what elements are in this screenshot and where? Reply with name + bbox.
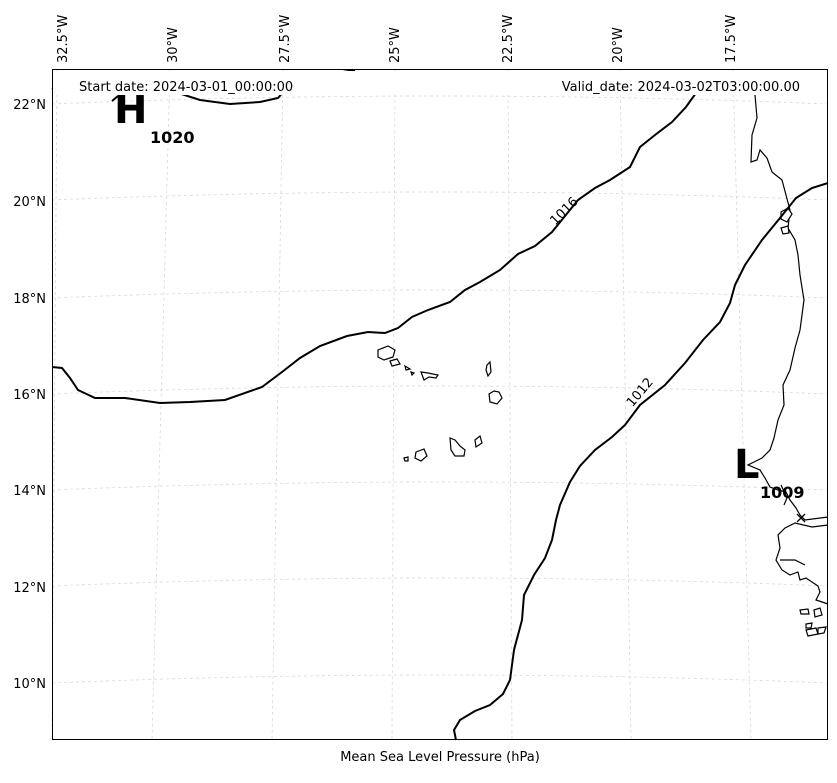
latitude-axis: 22°N 20°N 18°N 16°N 14°N 12°N 10°N <box>13 98 46 692</box>
lon-tick: 30°W <box>166 27 181 63</box>
map-frame <box>52 69 828 740</box>
low-center-marker-icon <box>796 513 806 523</box>
map-caption: Mean Sea Level Pressure (hPa) <box>340 750 540 765</box>
low-pressure-value: 1009 <box>760 483 805 502</box>
africa-coastline <box>746 94 829 637</box>
high-pressure-value: 1020 <box>150 128 195 147</box>
lat-tick: 14°N <box>13 484 46 499</box>
lon-tick: 22.5°W <box>501 15 516 63</box>
lat-tick: 22°N <box>13 98 46 113</box>
header-band <box>53 71 827 95</box>
longitude-axis: 32.5°W 30°W 27.5°W 25°W 22.5°W 20°W 17.5… <box>56 15 739 63</box>
lat-tick: 12°N <box>13 581 46 596</box>
lon-tick: 17.5°W <box>724 15 739 63</box>
valid-date: Valid_date: 2024-03-02T03:00:00.00 <box>562 80 800 95</box>
graticule <box>51 69 829 741</box>
lon-tick: 27.5°W <box>278 15 293 63</box>
lon-tick: 20°W <box>611 27 626 63</box>
lat-tick: 18°N <box>13 292 46 307</box>
start-date: Start date: 2024-03-01_00:00:00 <box>79 80 293 95</box>
isobar-label-1016: 1016 <box>548 195 582 229</box>
isobar-lines <box>51 69 829 741</box>
isobar-1016 <box>51 71 729 405</box>
cape-verde-islands <box>377 345 503 462</box>
lat-tick: 20°N <box>13 195 46 210</box>
isobar-1020-ridge <box>111 95 119 102</box>
isobar-1012 <box>452 182 829 741</box>
lon-tick: 32.5°W <box>56 15 71 63</box>
lat-tick: 10°N <box>13 677 46 692</box>
lat-tick: 16°N <box>13 388 46 403</box>
lon-tick: 25°W <box>388 27 403 63</box>
low-pressure-letter: L <box>734 442 760 488</box>
